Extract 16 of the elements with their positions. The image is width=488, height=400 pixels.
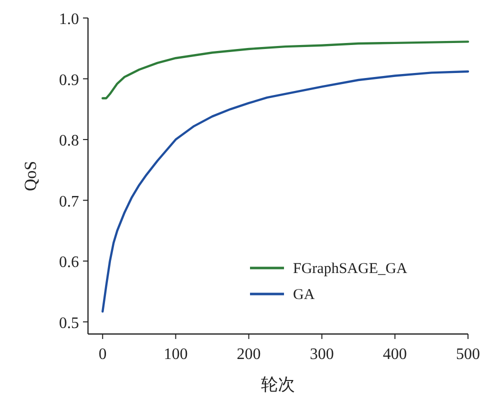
x-tick-label: 500 xyxy=(456,346,480,363)
legend-label: GA xyxy=(293,287,315,303)
x-tick-label: 200 xyxy=(236,346,261,363)
x-tick-label: 0 xyxy=(98,346,107,363)
x-axis-title: 轮次 xyxy=(261,375,295,394)
y-tick-label: 0.9 xyxy=(59,72,79,89)
y-tick-label: 1.0 xyxy=(59,11,79,28)
y-tick-label: 0.6 xyxy=(59,254,79,272)
y-axis-title: QoS xyxy=(21,160,40,192)
y-tick-label: 0.8 xyxy=(59,132,79,150)
y-tick-label: 0.5 xyxy=(59,314,79,332)
x-tick-label: 100 xyxy=(164,346,188,363)
legend-label: FGraphSAGE_GA xyxy=(293,261,408,277)
x-tick-label: 300 xyxy=(310,346,334,363)
y-tick-label: 0.7 xyxy=(59,193,79,210)
x-tick-label: 400 xyxy=(382,346,407,363)
